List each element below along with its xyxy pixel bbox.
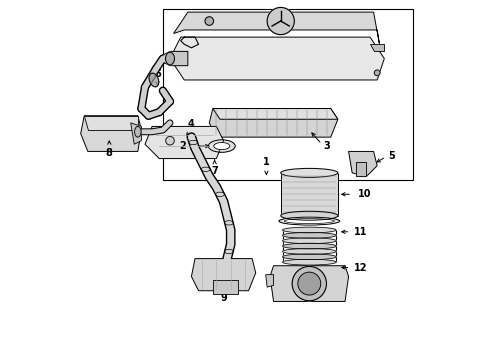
Polygon shape	[131, 123, 142, 144]
Circle shape	[267, 8, 294, 35]
Polygon shape	[84, 116, 138, 130]
Polygon shape	[348, 152, 377, 176]
Text: 3: 3	[323, 141, 330, 151]
Ellipse shape	[284, 219, 334, 224]
Text: 5: 5	[388, 151, 394, 161]
Text: 2: 2	[179, 141, 186, 151]
Polygon shape	[192, 258, 256, 291]
Polygon shape	[266, 275, 273, 287]
Ellipse shape	[281, 211, 338, 220]
Ellipse shape	[283, 254, 336, 260]
Polygon shape	[213, 280, 238, 294]
Bar	[356, 162, 367, 176]
Ellipse shape	[149, 73, 159, 87]
Ellipse shape	[279, 217, 340, 225]
Polygon shape	[281, 173, 338, 216]
Text: 7: 7	[211, 166, 218, 176]
Ellipse shape	[135, 126, 141, 137]
Polygon shape	[270, 266, 348, 301]
Ellipse shape	[283, 238, 336, 244]
Polygon shape	[213, 109, 338, 119]
Ellipse shape	[166, 52, 174, 65]
Ellipse shape	[214, 143, 230, 150]
Ellipse shape	[281, 168, 338, 177]
Text: 12: 12	[354, 262, 368, 273]
Polygon shape	[170, 37, 384, 80]
Polygon shape	[209, 109, 338, 137]
Ellipse shape	[283, 249, 336, 254]
Polygon shape	[163, 51, 188, 66]
Circle shape	[374, 70, 380, 76]
Polygon shape	[145, 126, 223, 158]
Polygon shape	[81, 116, 142, 152]
Polygon shape	[370, 44, 384, 51]
Text: 9: 9	[220, 293, 227, 302]
Text: 6: 6	[154, 69, 161, 79]
Circle shape	[166, 136, 174, 145]
Circle shape	[205, 17, 214, 25]
Circle shape	[298, 272, 321, 295]
Text: 8: 8	[106, 148, 113, 158]
Bar	[356, 162, 367, 176]
Text: 1: 1	[263, 157, 270, 167]
Text: 4: 4	[187, 119, 194, 129]
Ellipse shape	[283, 243, 336, 249]
Ellipse shape	[283, 233, 336, 238]
Text: 11: 11	[354, 227, 368, 237]
Bar	[163, 9, 413, 180]
Text: 10: 10	[358, 189, 371, 199]
Polygon shape	[173, 12, 381, 51]
Circle shape	[292, 266, 326, 301]
Ellipse shape	[208, 140, 235, 152]
Ellipse shape	[283, 227, 336, 233]
Ellipse shape	[283, 259, 336, 265]
